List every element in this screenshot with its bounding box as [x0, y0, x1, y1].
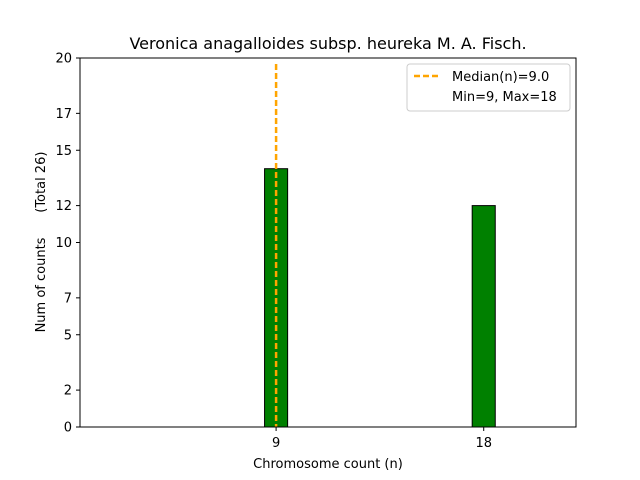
y-tick-label-10: 10 [55, 236, 72, 251]
y-tick-label-5: 5 [64, 328, 72, 343]
y-tick-label-0: 0 [64, 421, 72, 436]
x-tick-label-9: 9 [272, 436, 280, 451]
y-tick-label-17: 17 [55, 107, 72, 122]
x-tick-label-18: 18 [475, 436, 492, 451]
y-tick-label-7: 7 [64, 291, 72, 306]
plot-area: 0 2 5 7 10 12 15 17 20 9 18 [55, 52, 577, 451]
y-tick-label-15: 15 [55, 144, 72, 159]
legend-entry-minmax: Min=9, Max=18 [452, 90, 557, 105]
chart-title: Veronica anagalloides subsp. heureka M. … [129, 34, 526, 53]
bar-18 [471, 205, 496, 428]
legend-box [406, 63, 571, 112]
x-axis-label: Chromosome count (n) [253, 457, 403, 472]
y-tick-label-20: 20 [55, 52, 72, 67]
y-tick-label-2: 2 [64, 384, 72, 399]
legend-entry-median: Median(n)=9.0 [452, 70, 549, 85]
y-tick-label-12: 12 [55, 199, 72, 214]
y-axis-label: Num of counts (Total 26) [34, 152, 49, 333]
legend: Median(n)=9.0 Min=9, Max=18 [406, 63, 571, 112]
